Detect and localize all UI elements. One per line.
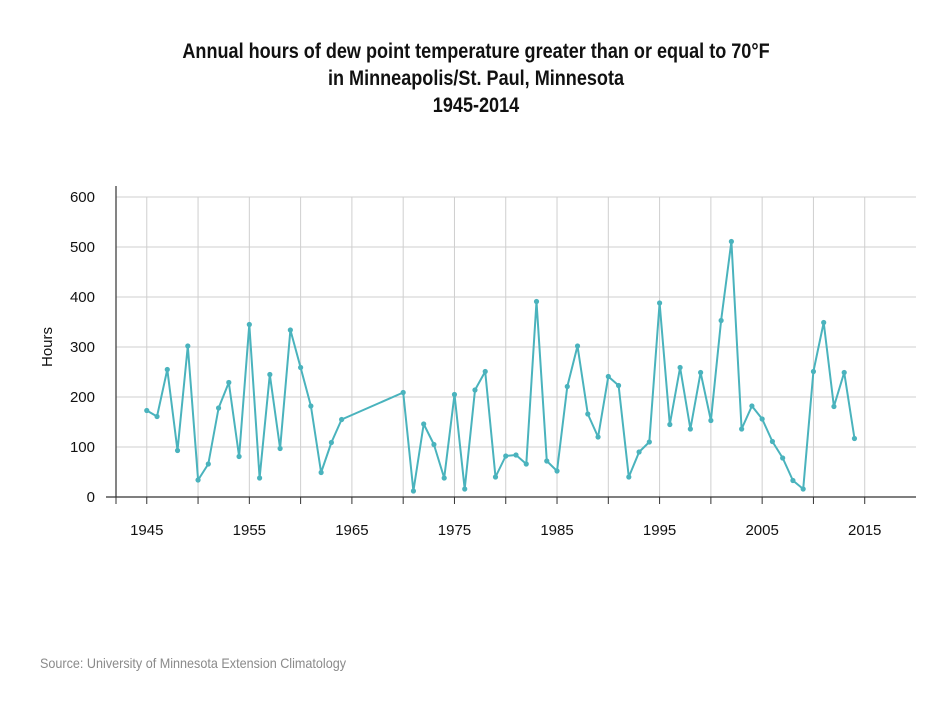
data-point xyxy=(544,458,550,464)
data-point xyxy=(615,382,622,389)
data-point xyxy=(841,369,847,376)
data-point xyxy=(492,474,499,480)
data-point xyxy=(410,488,417,494)
x-tick-label: 2005 xyxy=(745,522,778,539)
chart-title-line-1: Annual hours of dew point temperature gr… xyxy=(182,40,770,63)
series-line xyxy=(146,240,856,492)
data-point xyxy=(605,373,611,380)
data-point xyxy=(677,364,683,371)
data-point xyxy=(472,387,478,393)
y-tick-label: 200 xyxy=(70,389,95,406)
x-tick-label: 2015 xyxy=(848,522,881,539)
grid-lines xyxy=(116,196,916,497)
data-point xyxy=(482,368,488,375)
data-point xyxy=(298,364,304,371)
data-point xyxy=(595,434,601,440)
data-point xyxy=(564,383,570,390)
data-point xyxy=(626,474,632,480)
x-tick-label: 1975 xyxy=(438,522,471,539)
y-tick-label: 600 xyxy=(70,189,95,206)
data-point xyxy=(759,416,765,422)
data-point xyxy=(513,452,519,458)
data-point xyxy=(174,447,181,454)
data-point xyxy=(851,435,858,442)
data-point xyxy=(503,453,509,459)
data-point xyxy=(780,455,786,461)
data-point xyxy=(215,405,222,411)
data-point xyxy=(144,407,150,414)
x-tick-label: 1995 xyxy=(643,522,676,539)
axes xyxy=(106,186,916,504)
data-point xyxy=(164,366,170,373)
data-point xyxy=(728,238,734,245)
data-point xyxy=(318,469,324,476)
data-point xyxy=(636,449,642,455)
data-point xyxy=(267,371,273,378)
data-point xyxy=(462,486,468,492)
data-point xyxy=(287,327,293,333)
data-point xyxy=(718,317,724,324)
data-point xyxy=(441,475,447,481)
y-tick-label: 0 xyxy=(87,489,95,506)
data-point xyxy=(308,403,314,409)
data-point xyxy=(708,417,714,424)
data-point xyxy=(687,426,693,432)
data-point xyxy=(451,391,458,398)
data-point xyxy=(226,379,232,386)
data-point xyxy=(574,343,581,349)
data-point xyxy=(339,416,345,423)
data-point xyxy=(790,477,796,484)
data-point xyxy=(328,439,334,446)
data-point xyxy=(523,461,529,467)
x-tick-label: 1945 xyxy=(130,522,163,539)
source-note: Source: University of Minnesota Extensio… xyxy=(40,655,347,671)
data-point xyxy=(421,421,427,427)
data-point xyxy=(800,486,806,492)
data-point xyxy=(554,468,560,474)
y-axis-title: Hours xyxy=(39,327,56,367)
chart-title-line-3: 1945-2014 xyxy=(432,94,520,117)
data-point xyxy=(246,321,252,328)
data-point xyxy=(646,439,652,445)
y-tick-label: 500 xyxy=(70,239,95,256)
data-point xyxy=(698,369,704,376)
data-point xyxy=(154,413,160,420)
data-point xyxy=(400,389,406,396)
data-point xyxy=(739,426,745,432)
data-point xyxy=(431,441,437,448)
data-point xyxy=(277,445,283,452)
x-tick-label: 1955 xyxy=(233,522,266,539)
data-point xyxy=(195,477,201,483)
data-point xyxy=(236,453,242,460)
data-point xyxy=(821,319,827,326)
data-point xyxy=(185,343,191,349)
tick-labels: 0 100 200 300 400 500 600 1945 1955 1965 1975 1985 1… xyxy=(70,189,881,539)
x-tick-label: 1985 xyxy=(540,522,573,539)
data-point xyxy=(831,403,837,410)
data-point xyxy=(585,411,591,417)
data-point xyxy=(810,368,817,375)
data-point xyxy=(205,461,211,467)
data-point xyxy=(667,421,673,428)
data-point xyxy=(533,298,540,305)
chart-title-line-2: in Minneapolis/St. Paul, Minnesota xyxy=(327,67,625,90)
x-tick-label: 1965 xyxy=(335,522,368,539)
chart-title: Annual hours of dew point temperature gr… xyxy=(0,38,952,119)
data-point xyxy=(656,300,663,306)
y-tick-label: 400 xyxy=(70,289,95,306)
y-tick-label: 300 xyxy=(70,339,95,356)
data-point xyxy=(749,403,755,409)
data-point xyxy=(256,475,263,481)
data-point xyxy=(769,438,776,445)
series xyxy=(144,238,858,494)
y-tick-label: 100 xyxy=(70,439,95,456)
